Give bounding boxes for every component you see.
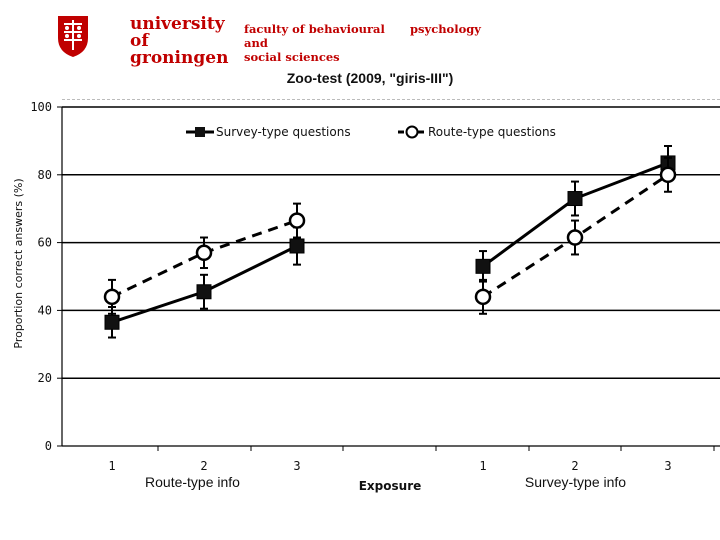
data-point-circle [566, 229, 584, 246]
y-tick-label: 20 [38, 371, 52, 385]
data-point-square [567, 191, 583, 207]
x-tick-label: 2 [571, 459, 578, 473]
x-tick-label: 3 [664, 459, 671, 473]
page-header: university of groningen faculty of behav… [0, 0, 720, 80]
x-axis-label: Exposure [359, 479, 422, 493]
university-name: university of groningen [130, 16, 240, 67]
legend-label-route: Route-type questions [428, 125, 556, 139]
data-point-square [475, 258, 491, 274]
data-point-circle [103, 288, 121, 306]
university-line-2: groningen [130, 48, 229, 68]
faculty-line-2: social sciences [244, 50, 340, 64]
data-point-circle [474, 288, 492, 306]
y-axis-label: Proportion correct answers (%) [12, 178, 25, 348]
y-tick-label: 0 [45, 439, 52, 453]
y-tick-label: 60 [38, 236, 52, 250]
data-point-square [104, 314, 120, 330]
department-name: psychology [410, 22, 481, 36]
y-tick-label: 100 [30, 100, 52, 114]
legend-marker-survey [195, 127, 205, 137]
data-point-circle [288, 212, 306, 229]
x-tick-label: 2 [200, 459, 207, 473]
y-tick-label: 80 [38, 168, 52, 182]
header-divider [62, 99, 720, 101]
faculty-name: faculty of behavioural and social scienc… [244, 22, 404, 64]
legend-label-survey: Survey-type questions [216, 125, 351, 139]
data-point-circle [195, 244, 213, 262]
data-point-square [196, 284, 212, 300]
data-point-square [289, 238, 305, 254]
group-label: Survey-type info [525, 474, 626, 490]
data-point-circle [659, 166, 677, 184]
x-tick-label: 1 [108, 459, 115, 473]
legend-marker-route [405, 125, 419, 139]
y-tick-label: 40 [38, 303, 52, 317]
faculty-line-1: faculty of behavioural and [244, 22, 385, 50]
university-line-1: university of [130, 14, 225, 51]
x-tick-label: 1 [479, 459, 486, 473]
university-crest-icon [58, 16, 88, 57]
group-label: Route-type info [145, 474, 240, 490]
x-tick-label: 3 [293, 459, 300, 473]
chart-title: Zoo-test (2009, "giris-III") [286, 70, 454, 86]
